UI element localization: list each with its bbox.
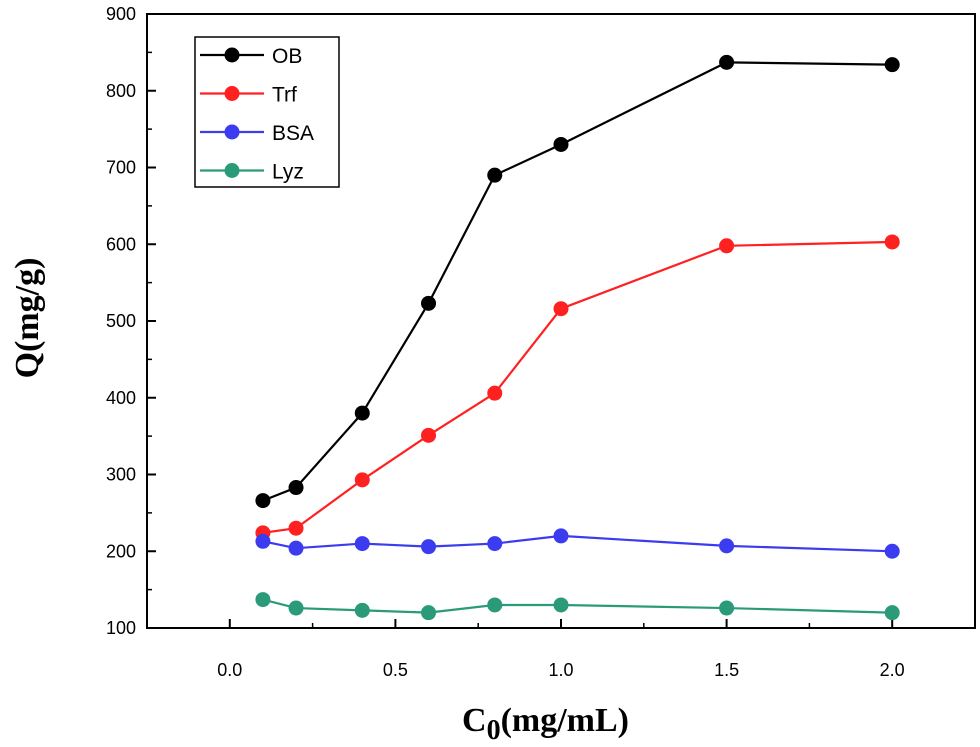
data-point-lyz <box>553 597 569 613</box>
data-point-lyz <box>288 600 304 616</box>
legend-item-bsa: BSA <box>200 122 314 145</box>
y-tick-label: 200 <box>106 541 136 561</box>
axes: 100 200 300 400 500 600 700 800 900 0.0 0.5 1.0 1.5 2… <box>106 4 976 680</box>
x-axis-title-sub: 0 <box>487 715 501 746</box>
data-point-trf <box>421 427 437 443</box>
data-point-trf <box>354 472 370 488</box>
y-tick-label: 100 <box>106 618 136 638</box>
x-axis-title-main: C <box>462 702 487 739</box>
data-point-ob <box>255 493 271 509</box>
x-axis-title-unit: (mg/mL) <box>501 702 629 739</box>
y-tick-label: 600 <box>106 234 136 254</box>
legend-label: BSA <box>272 122 314 145</box>
series-line-trf <box>262 240 893 534</box>
data-point-ob <box>487 167 503 183</box>
legend-label: Lyz <box>272 161 304 184</box>
data-point-ob <box>884 57 900 73</box>
data-point-lyz <box>421 605 437 621</box>
legend-item-ob: OB <box>200 45 302 68</box>
legend-box <box>194 36 340 188</box>
legend-swatch-marker <box>224 86 240 101</box>
data-point-lyz <box>354 602 370 618</box>
data-point-bsa <box>354 536 370 552</box>
data-point-lyz <box>884 605 900 621</box>
legend-swatch-marker <box>224 163 240 178</box>
x-tick-label: 0.5 <box>383 660 408 680</box>
series-line-lyz <box>262 598 893 614</box>
x-axis-title: C0(mg/mL) <box>462 702 629 746</box>
data-point-ob <box>553 136 569 152</box>
series-trf <box>255 234 900 541</box>
legend-item-trf: Trf <box>200 84 297 107</box>
data-point-ob <box>288 480 304 496</box>
series-bsa <box>255 528 900 559</box>
data-point-bsa <box>719 538 735 554</box>
data-point-trf <box>884 234 900 250</box>
y-axis-title: Q(mg/g) <box>9 258 46 379</box>
y-tick-label: 400 <box>106 388 136 408</box>
y-tick-label: 800 <box>106 81 136 101</box>
data-point-bsa <box>288 540 304 556</box>
y-tick-label: 300 <box>106 465 136 485</box>
legend-swatch-marker <box>224 124 240 140</box>
data-point-lyz <box>719 600 735 616</box>
data-point-lyz <box>255 592 271 608</box>
legend-label: Trf <box>272 84 297 107</box>
legend-item-lyz: Lyz <box>200 161 304 184</box>
y-tick-label: 900 <box>106 4 136 24</box>
series-lyz <box>255 592 900 621</box>
data-point-trf <box>288 520 304 536</box>
data-point-bsa <box>487 536 503 552</box>
data-point-trf <box>487 385 503 401</box>
x-tick-label: 2.0 <box>880 660 905 680</box>
data-point-ob <box>719 54 735 70</box>
y-tick-label: 500 <box>106 311 136 331</box>
data-point-bsa <box>884 543 900 559</box>
series-layer <box>255 54 900 621</box>
series-ob <box>255 54 900 509</box>
x-tick-label: 1.0 <box>548 660 573 680</box>
legend-swatch-marker <box>224 47 240 63</box>
data-point-ob <box>354 405 370 421</box>
series-line-bsa <box>262 534 893 553</box>
data-point-bsa <box>553 528 569 544</box>
data-point-bsa <box>421 539 437 555</box>
x-tick-label: 0.0 <box>217 660 242 680</box>
data-point-trf <box>553 301 569 317</box>
data-point-trf <box>719 238 735 254</box>
data-point-lyz <box>487 597 503 613</box>
y-tick-label: 700 <box>106 158 136 178</box>
data-point-bsa <box>255 533 271 549</box>
legend-label: OB <box>272 45 302 68</box>
legend: OB Trf BSA Lyz <box>194 36 340 188</box>
series-line-ob <box>262 61 893 502</box>
data-point-ob <box>421 295 437 311</box>
x-tick-label: 1.5 <box>714 660 739 680</box>
